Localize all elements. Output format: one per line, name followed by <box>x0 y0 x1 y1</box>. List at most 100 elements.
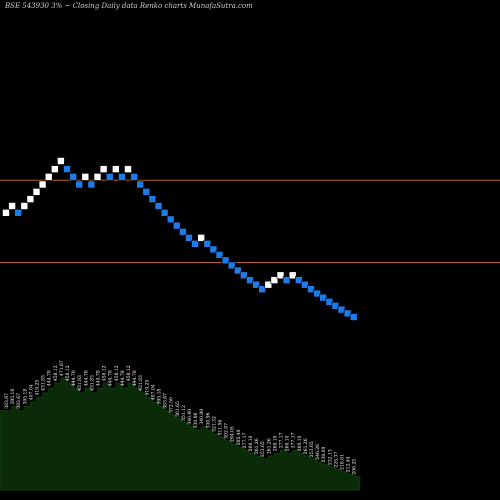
renko-brick-down <box>142 188 151 196</box>
price-area-shape <box>0 377 361 491</box>
renko-brick-up <box>26 195 35 203</box>
brick-price-label: 269.10 <box>272 435 278 451</box>
brick-price-label: 458.12 <box>114 365 120 381</box>
brick-price-label: 330.96 <box>205 412 211 428</box>
brick-price-label: 361.65 <box>175 401 181 417</box>
brick-price-label: 458.12 <box>102 365 108 381</box>
renko-bricks <box>2 157 358 321</box>
renko-brick-down <box>118 173 126 181</box>
brick-price-label: 407.04 <box>150 384 156 400</box>
renko-brick-up <box>2 209 10 217</box>
renko-brick-down <box>179 228 187 236</box>
renko-brick-down <box>246 276 254 284</box>
renko-brick-down <box>301 280 309 289</box>
brick-price-label: 458.12 <box>65 365 71 381</box>
brick-price-label: 407.04 <box>28 384 34 400</box>
reference-lines <box>0 179 500 263</box>
renko-brick-down <box>234 266 242 275</box>
brick-price-label: 444.78 <box>47 370 53 386</box>
brick-price-label: 431.83 <box>138 375 144 391</box>
brick-price-label: 419.25 <box>35 380 41 396</box>
brick-price-label: 340.89 <box>187 409 193 425</box>
renko-brick-up <box>264 280 273 289</box>
brick-price-label: 239.09 <box>321 446 327 462</box>
renko-brick-down <box>258 285 267 294</box>
brick-price-label: 277.17 <box>242 432 248 448</box>
brick-price-label: 383.67 <box>16 393 22 409</box>
renko-brick-down <box>294 276 303 284</box>
brick-price-label: 261.26 <box>254 438 260 454</box>
brick-price-label: 225.37 <box>333 452 339 468</box>
brick-price-label: 253.65 <box>309 441 315 457</box>
renko-brick-up <box>112 165 120 173</box>
renko-brick-down <box>136 180 144 189</box>
brick-price-label: 302.87 <box>224 423 230 439</box>
brick-price-label: 321.32 <box>211 416 217 432</box>
brick-price-label: 444.78 <box>120 370 126 386</box>
renko-brick-down <box>160 209 169 217</box>
brick-price-label: 458.12 <box>53 365 59 381</box>
renko-brick-up <box>276 271 285 280</box>
renko-brick-down <box>215 251 224 259</box>
renko-brick-up <box>124 165 132 173</box>
renko-brick-up <box>20 202 29 210</box>
renko-brick-up <box>197 234 205 242</box>
brick-price-label: 261.26 <box>266 438 272 454</box>
renko-brick-down <box>203 240 212 248</box>
brick-price-label: 330.96 <box>193 412 199 428</box>
renko-brick-down <box>313 289 321 298</box>
chart-symbol: BSE 543930 <box>5 2 49 10</box>
renko-brick-down <box>166 215 175 224</box>
renko-brick-down <box>87 180 96 189</box>
brick-price-label: 458.12 <box>126 365 132 381</box>
brick-price-label: 246.26 <box>315 444 321 460</box>
brick-price-label: 277.17 <box>291 432 297 448</box>
brick-price-label: 395.18 <box>10 389 16 405</box>
renko-brick-up <box>288 271 297 280</box>
renko-brick-down <box>227 261 236 270</box>
brick-price-label: 294.05 <box>230 426 236 442</box>
renko-brick-down <box>240 271 248 280</box>
renko-brick-down <box>105 173 114 181</box>
renko-brick-down <box>349 313 358 321</box>
renko-brick-up <box>81 173 90 181</box>
renko-brick-down <box>191 240 199 248</box>
brick-price-label: 311.96 <box>218 419 224 435</box>
brick-price-label: 444.78 <box>96 370 102 386</box>
brick-price-label: 444.78 <box>83 370 89 386</box>
brick-price-label: 261.26 <box>303 438 309 454</box>
brick-price-label: 444.78 <box>71 370 77 386</box>
chart-title: ~ Closing Daily data Renko charts Munafa… <box>64 2 253 10</box>
renko-brick-up <box>50 165 59 173</box>
renko-brick-up <box>44 173 53 181</box>
brick-price-label: 218.81 <box>340 454 346 470</box>
renko-brick-up <box>99 165 108 173</box>
renko-brick-down <box>173 221 181 230</box>
brick-price-label: 212.44 <box>346 456 352 472</box>
renko-brick-down <box>319 293 328 302</box>
renko-brick-down <box>63 165 71 173</box>
renko-brick-up <box>38 180 47 189</box>
brick-price-label: 269.10 <box>297 435 303 451</box>
renko-brick-down <box>325 297 334 306</box>
brick-price-label: 395.18 <box>22 389 28 405</box>
brick-price-label: 340.89 <box>199 409 205 425</box>
renko-brick-down <box>209 245 218 254</box>
brick-price-label: 383.67 <box>4 393 10 409</box>
brick-price-label: 253.65 <box>260 441 266 457</box>
renko-brick-up <box>270 276 279 284</box>
renko-brick-down <box>148 195 157 203</box>
brick-price-label: 383.67 <box>163 393 169 409</box>
renko-brick-down <box>14 209 22 217</box>
renko-brick-up <box>93 173 102 181</box>
brick-price-label: 285.49 <box>236 429 242 445</box>
renko-brick-down <box>221 256 230 265</box>
brick-price-label: 277.17 <box>279 432 285 448</box>
renko-brick-down <box>282 276 291 284</box>
chart-box-size: 3% <box>51 2 63 10</box>
renko-brick-up <box>57 157 65 165</box>
renko-brick-down <box>154 202 163 210</box>
renko-brick-down <box>69 173 77 181</box>
renko-brick-down <box>252 280 260 289</box>
